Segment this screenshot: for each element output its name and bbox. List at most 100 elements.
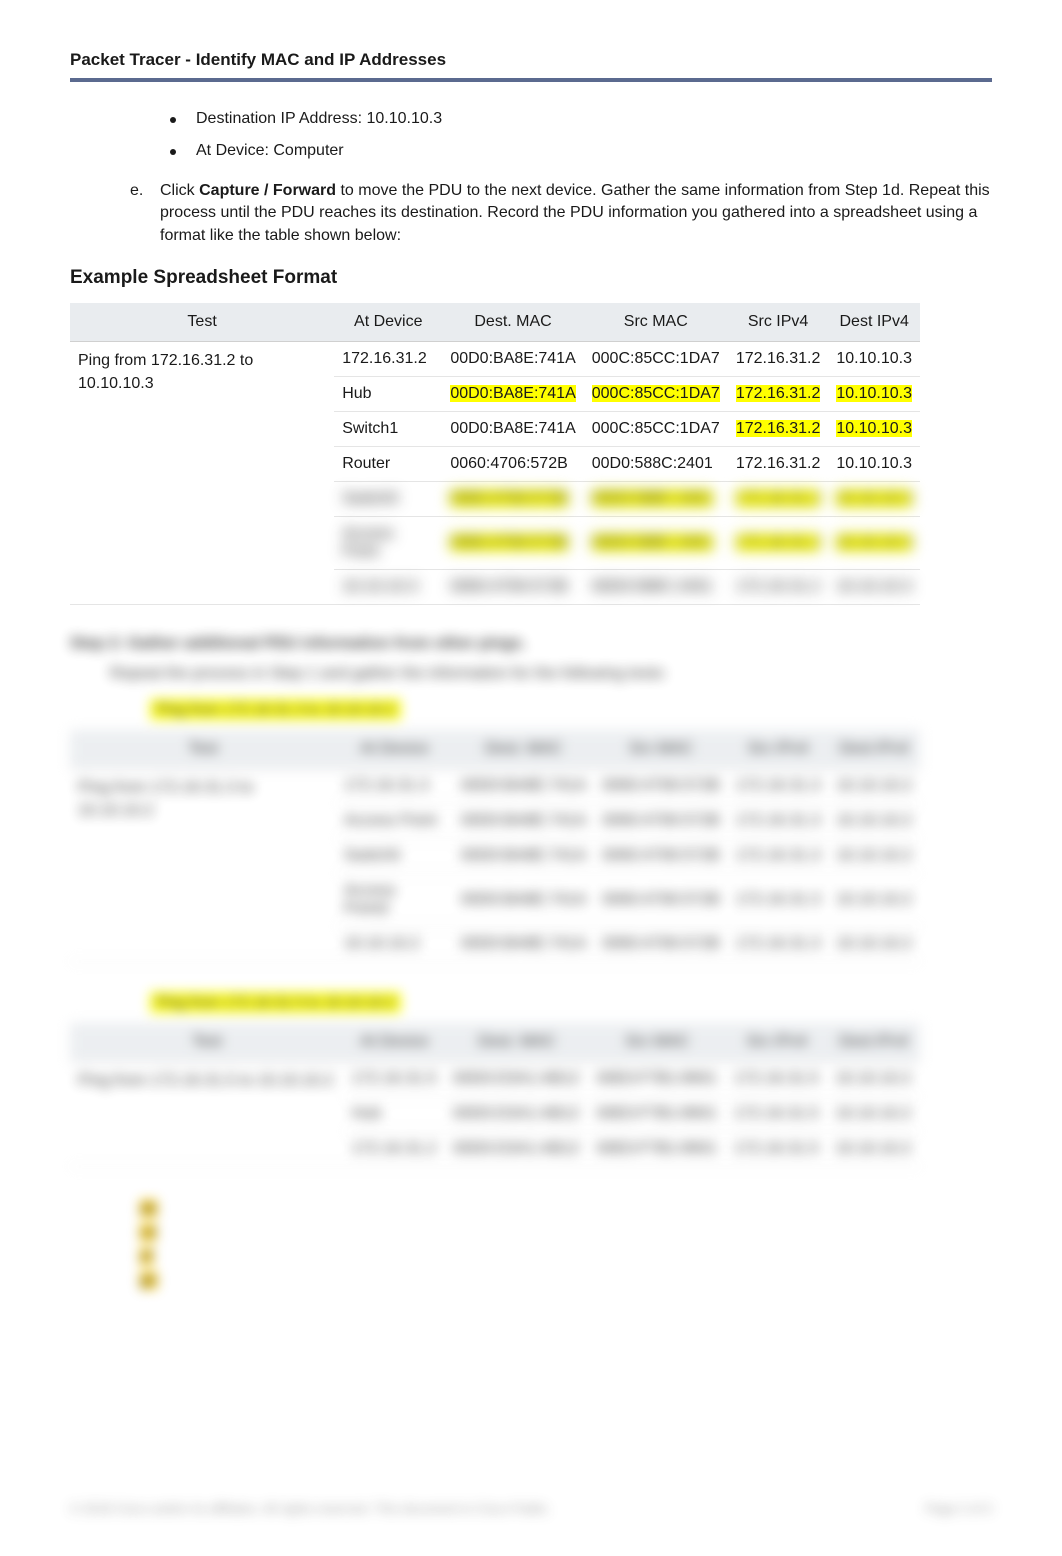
cell-device: Router <box>334 447 442 482</box>
header-underline <box>70 78 992 82</box>
table2: Test At Device Dest. MAC Src MAC Src IPv… <box>70 730 920 962</box>
cell-sip: 172.16.31.2 <box>728 447 829 482</box>
cell-device: Switch0 <box>334 482 442 517</box>
cell-dmac: 00D0:BA8E:741A <box>442 377 583 412</box>
cell-dmac: 0060:4706:572B <box>442 570 583 605</box>
cell-sip: 172.16.31.2 <box>728 342 829 377</box>
cell-dmac: 00D0:BA8E:741A <box>453 839 594 874</box>
cell-device: 172.16.31.3 <box>336 769 453 804</box>
cell-dip: 10.10.10.2 <box>828 1132 920 1167</box>
bullet-list: Destination IP Address: 10.10.10.3 At De… <box>170 110 992 160</box>
cell-dip: 10.10.10.2 <box>828 1097 920 1132</box>
cell-dmac: 00D0:D3A1:AB12 <box>445 1097 589 1132</box>
cell-smac: 000C:85CC:1DA7 <box>584 412 728 447</box>
cell-dip: 10.10.10.3 <box>828 377 920 412</box>
example-heading: Example Spreadsheet Format <box>70 267 992 289</box>
cell-device: Access Point <box>336 804 453 839</box>
cell-smac: 00D0:588C:2401 <box>584 482 728 517</box>
bullet-text: At Device: Computer <box>196 142 344 160</box>
table-header-row: Test At Device Dest. MAC Src MAC Src IPv… <box>70 1023 920 1062</box>
cell-dmac: 00D0:D3A1:AB12 <box>445 1132 589 1167</box>
cell-sip: 172.16.31.2 <box>728 482 829 517</box>
col-device: At Device <box>334 303 442 342</box>
cell-dmac: 00D0:BA8E:741A <box>442 342 583 377</box>
cell-smac: 000C:85CC:1DA7 <box>584 342 728 377</box>
cell-dip: 10.10.10.3 <box>828 517 920 570</box>
step-text: Click Capture / Forward to move the PDU … <box>160 180 992 247</box>
cell-sip: 172.16.31.3 <box>728 874 829 927</box>
step2-heading: Step 2: Gather additional PDU informatio… <box>70 635 992 653</box>
cell-smac: 00E0:F7B1:8901 <box>589 1062 726 1097</box>
cell-sip: 172.16.31.2 <box>728 412 829 447</box>
cell-smac: 0060:4706:572B <box>594 839 727 874</box>
test-cell: Ping from 172.16.31.5 to 10.10.10.2 <box>70 1062 344 1167</box>
col-test: Test <box>70 303 334 342</box>
cell-dmac: 00D0:BA8E:741A <box>453 769 594 804</box>
footer-left: © 2018 Cisco and/or its affiliates. All … <box>70 1501 551 1516</box>
bullet-dot-icon <box>170 149 176 155</box>
cell-dip: 10.10.10.3 <box>828 412 920 447</box>
cell-device: Switch0 <box>336 839 453 874</box>
cell-device: Hub <box>334 377 442 412</box>
cell-smac: 00D0:588C:2401 <box>584 447 728 482</box>
cell-device: 172.16.31.2 <box>344 1132 445 1167</box>
col-dip: Dest IPv4 <box>828 303 920 342</box>
cell-dip: 10.10.10.2 <box>828 839 920 874</box>
cell-device: Access Point2 <box>336 874 453 927</box>
ping3-label: Ping from 172.16.31.5 to 10.10.10.2 <box>150 992 401 1013</box>
cell-sip: 172.16.31.5 <box>726 1097 827 1132</box>
cell-smac: 000C:85CC:1DA7 <box>584 377 728 412</box>
table-header-row: Test At Device Dest. MAC Src MAC Src IPv… <box>70 730 920 769</box>
cell-dip: 10.10.10.3 <box>828 447 920 482</box>
test-cell: Ping from 172.16.31.2 to 10.10.10.3 <box>70 342 334 605</box>
example-table: Test At Device Dest. MAC Src MAC Src IPv… <box>70 303 920 605</box>
cell-dmac: 00D0:BA8E:741A <box>442 412 583 447</box>
cell-smac: 00E0:F7B1:8901 <box>589 1132 726 1167</box>
document-page: Packet Tracer - Identify MAC and IP Addr… <box>0 0 1062 1556</box>
cell-dmac: 00D0:BA8E:741A <box>453 927 594 962</box>
cell-device: 172.16.31.2 <box>334 342 442 377</box>
cell-device: 10.10.10.3 <box>334 570 442 605</box>
table-row: Ping from 172.16.31.5 to 10.10.10.2172.1… <box>70 1062 920 1097</box>
cell-dip: 10.10.10.2 <box>828 1062 920 1097</box>
page-footer: © 2018 Cisco and/or its affiliates. All … <box>70 1501 992 1516</box>
cell-dmac: 0060:4706:572B <box>442 447 583 482</box>
cell-device: 172.16.31.5 <box>344 1062 445 1097</box>
cell-device: Switch1 <box>334 412 442 447</box>
notes-block: ab cd ef gh <box>140 1197 992 1293</box>
cell-dmac: 0060:4706:572B <box>442 482 583 517</box>
cell-dmac: 0060:4706:572B <box>442 517 583 570</box>
col-sip: Src IPv4 <box>728 303 829 342</box>
cell-smac: 00D0:588C:2401 <box>584 570 728 605</box>
cell-dip: 10.10.10.3 <box>828 482 920 517</box>
cell-dip: 10.10.10.2 <box>828 804 920 839</box>
step2-intro: Repeat the process in Step 1 and gather … <box>110 665 992 683</box>
step-e: e. Click Capture / Forward to move the P… <box>130 180 992 247</box>
bullet-dot-icon <box>170 117 176 123</box>
page-header-title: Packet Tracer - Identify MAC and IP Addr… <box>70 50 992 78</box>
col-dmac: Dest. MAC <box>442 303 583 342</box>
step-letter: e. <box>130 180 160 247</box>
cell-sip: 172.16.31.2 <box>728 517 829 570</box>
cell-smac: 0060:4706:572B <box>594 769 727 804</box>
cell-sip: 172.16.31.3 <box>728 927 829 962</box>
cell-device: Hub <box>344 1097 445 1132</box>
cell-sip: 172.16.31.3 <box>728 769 829 804</box>
cell-sip: 172.16.31.3 <box>728 839 829 874</box>
test-cell: Ping from 172.16.31.3 to 10.10.10.2 <box>70 769 336 962</box>
cell-dmac: 00D0:BA8E:741A <box>453 804 594 839</box>
bullet-text: Destination IP Address: 10.10.10.3 <box>196 110 442 128</box>
cell-sip: 172.16.31.5 <box>726 1132 827 1167</box>
cell-device: Access Point <box>334 517 442 570</box>
table-header-row: Test At Device Dest. MAC Src MAC Src IPv… <box>70 303 920 342</box>
ping2-label: Ping from 172.16.31.3 to 10.10.10.2 <box>150 699 401 720</box>
cell-device: 10.10.10.2 <box>336 927 453 962</box>
cell-sip: 172.16.31.2 <box>728 570 829 605</box>
cell-sip: 172.16.31.5 <box>726 1062 827 1097</box>
footer-right: Page 2 of 3 <box>926 1501 993 1516</box>
cell-dip: 10.10.10.3 <box>828 570 920 605</box>
cell-smac: 0060:4706:572B <box>594 927 727 962</box>
cell-dip: 10.10.10.3 <box>828 342 920 377</box>
cell-smac: 0060:4706:572B <box>594 804 727 839</box>
bullet-item: At Device: Computer <box>170 142 992 160</box>
